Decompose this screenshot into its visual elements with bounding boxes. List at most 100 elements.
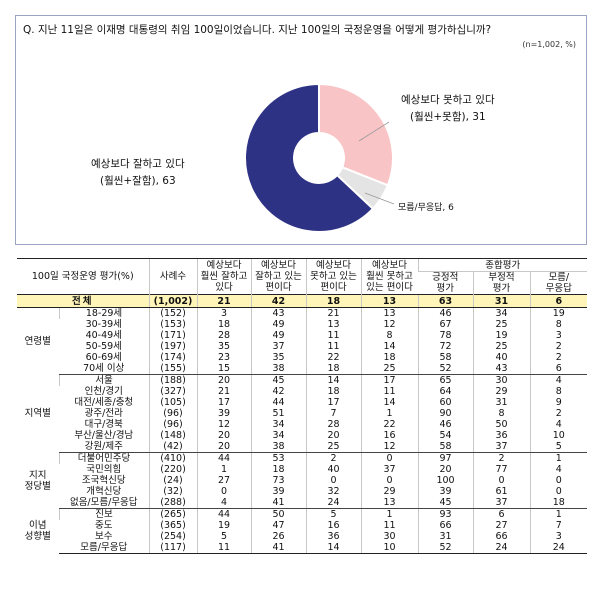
sample-size: (410) — [148, 452, 198, 464]
value-cell: 39 — [196, 408, 252, 419]
sample-size: (24) — [148, 475, 198, 486]
total-value: 6 — [529, 294, 588, 308]
sample-size: (32) — [148, 486, 198, 497]
value-cell: 0 — [196, 486, 252, 497]
table-row: 70세 이상 (155) 15 38 18 25 52 43 6 — [17, 363, 588, 375]
value-cell: 18 — [196, 319, 252, 330]
table-row: 보수 (254) 5 26 36 30 31 66 3 — [17, 531, 588, 542]
table-row: 60-69세 (174) 23 35 22 18 58 40 2 — [17, 352, 588, 363]
slice-positive — [244, 82, 375, 233]
question-text: Q. 지난 11일은 이재명 대통령의 취임 100일이었습니다. 지난 100… — [23, 24, 492, 36]
category-label: 진보 — [58, 508, 150, 520]
slice-value-negative: 31 — [472, 111, 486, 123]
slice-label-negative-line2: (훨씬+못함), — [409, 111, 469, 123]
category-label: 광주/전라 — [84, 408, 123, 419]
category-label: 더불어민주당 — [58, 452, 150, 464]
value-cell: 65 — [417, 374, 474, 386]
sample-note: (n=1,002, %) — [522, 40, 576, 49]
category-label: 50-59세 — [85, 341, 122, 352]
category-label: 개혁신당 — [86, 486, 122, 497]
value-cell: 51 — [250, 408, 307, 419]
table-row: 연령별 18-29세 (152) 3 43 21 13 46 34 19 — [17, 307, 588, 347]
value-cell: 0 — [360, 475, 419, 486]
corner-header: 100일 국정운영 평가(%) — [17, 258, 150, 295]
col-header-positive-l2: 평가 — [436, 283, 454, 294]
col-header-much-worse-l2: 훨씬 못하고 — [366, 271, 413, 282]
table-row: 부산/울산/경남 (148) 20 34 20 16 54 36 10 — [17, 430, 588, 441]
category-label: 서울 — [58, 374, 150, 386]
value-cell: 0 — [472, 475, 531, 486]
value-cell: 4 — [529, 419, 588, 430]
col-header-much-better-l1: 예상보다 — [206, 260, 242, 271]
value-cell: 17 — [196, 397, 252, 408]
col-header-much-better-l2: 훨씬 잘하고 — [200, 271, 248, 282]
value-cell: 13 — [305, 319, 362, 330]
category-label: 인천/경기 — [84, 386, 123, 397]
value-cell: 61 — [472, 486, 531, 497]
value-cell: 66 — [472, 531, 531, 542]
slice-label-unknown-text: 모름/무응답, — [398, 203, 446, 213]
table-row: 이념 성향별 진보 (265) 44 50 5 1 93 6 1 — [17, 508, 588, 542]
total-value: 18 — [305, 294, 362, 308]
value-cell: 45 — [417, 497, 474, 509]
slice-label-positive: 예상보다 잘하고 있다 (훨씬+잘함), 63 — [91, 156, 185, 190]
value-cell: 20 — [417, 464, 474, 475]
sample-size: (171) — [148, 330, 198, 341]
value-cell: 44 — [250, 397, 307, 408]
value-cell: 97 — [417, 452, 474, 464]
category-label: 60-69세 — [85, 352, 122, 363]
value-cell: 8 — [472, 408, 531, 419]
value-cell: 49 — [250, 330, 307, 341]
category-label: 18-29세 — [58, 307, 150, 319]
value-cell: 20 — [305, 430, 362, 441]
value-cell: 41 — [250, 542, 307, 554]
slice-label-positive-line1: 예상보다 잘하고 있다 — [91, 158, 185, 170]
leader-line-negative — [358, 121, 390, 142]
value-cell: 32 — [305, 486, 362, 497]
value-cell: 2 — [529, 352, 588, 363]
total-value: 42 — [250, 294, 307, 308]
value-cell: 25 — [305, 441, 362, 453]
value-cell: 29 — [472, 386, 531, 397]
sample-size: (188) — [148, 374, 198, 386]
value-cell: 50 — [472, 419, 531, 430]
value-cell: 19 — [472, 330, 531, 341]
col-header-better-l1: 예상보다 — [261, 260, 296, 271]
group-label-line: 지지 — [29, 469, 47, 481]
value-cell: 34 — [472, 307, 531, 319]
col-header-much-better: 예상보다 훨씬 잘하고 있다 — [196, 258, 252, 295]
category-label: 70세 이상 — [59, 363, 150, 375]
value-cell: 31 — [472, 397, 531, 408]
value-cell: 39 — [250, 486, 307, 497]
value-cell: 3 — [529, 330, 588, 341]
slice-label-negative-line1: 예상보다 못하고 있다 — [401, 94, 495, 106]
value-cell: 3 — [529, 531, 588, 542]
value-cell: 16 — [360, 430, 419, 441]
value-cell: 28 — [196, 330, 252, 341]
value-cell: 2 — [529, 341, 588, 352]
value-cell: 53 — [250, 452, 307, 464]
value-cell: 37 — [360, 464, 419, 475]
value-cell: 25 — [472, 319, 531, 330]
value-cell: 30 — [360, 531, 419, 542]
sample-size: (96) — [148, 408, 198, 419]
slice-value-positive: 63 — [162, 175, 176, 187]
slice-label-negative: 예상보다 못하고 있다 (훨씬+못함), 31 — [401, 92, 495, 126]
value-cell: 9 — [529, 397, 588, 408]
sample-size: (96) — [148, 419, 198, 430]
value-cell: 27 — [196, 475, 252, 486]
value-cell: 20 — [196, 441, 252, 453]
table-row: 지역별 서울 (188) 20 45 14 17 65 30 4 — [17, 374, 588, 419]
value-cell: 44 — [196, 508, 252, 520]
value-cell: 46 — [417, 307, 474, 319]
table-row: 50-59세 (197) 35 37 11 14 72 25 2 — [17, 341, 588, 352]
value-cell: 4 — [196, 497, 252, 509]
value-cell: 18 — [360, 352, 419, 363]
value-cell: 35 — [250, 352, 307, 363]
sample-size: (148) — [148, 430, 198, 441]
value-cell: 8 — [529, 386, 588, 397]
value-cell: 20 — [196, 430, 252, 441]
category-label: 없음/모름/무응답 — [59, 497, 150, 509]
value-cell: 31 — [417, 531, 474, 542]
value-cell: 1 — [360, 508, 419, 520]
